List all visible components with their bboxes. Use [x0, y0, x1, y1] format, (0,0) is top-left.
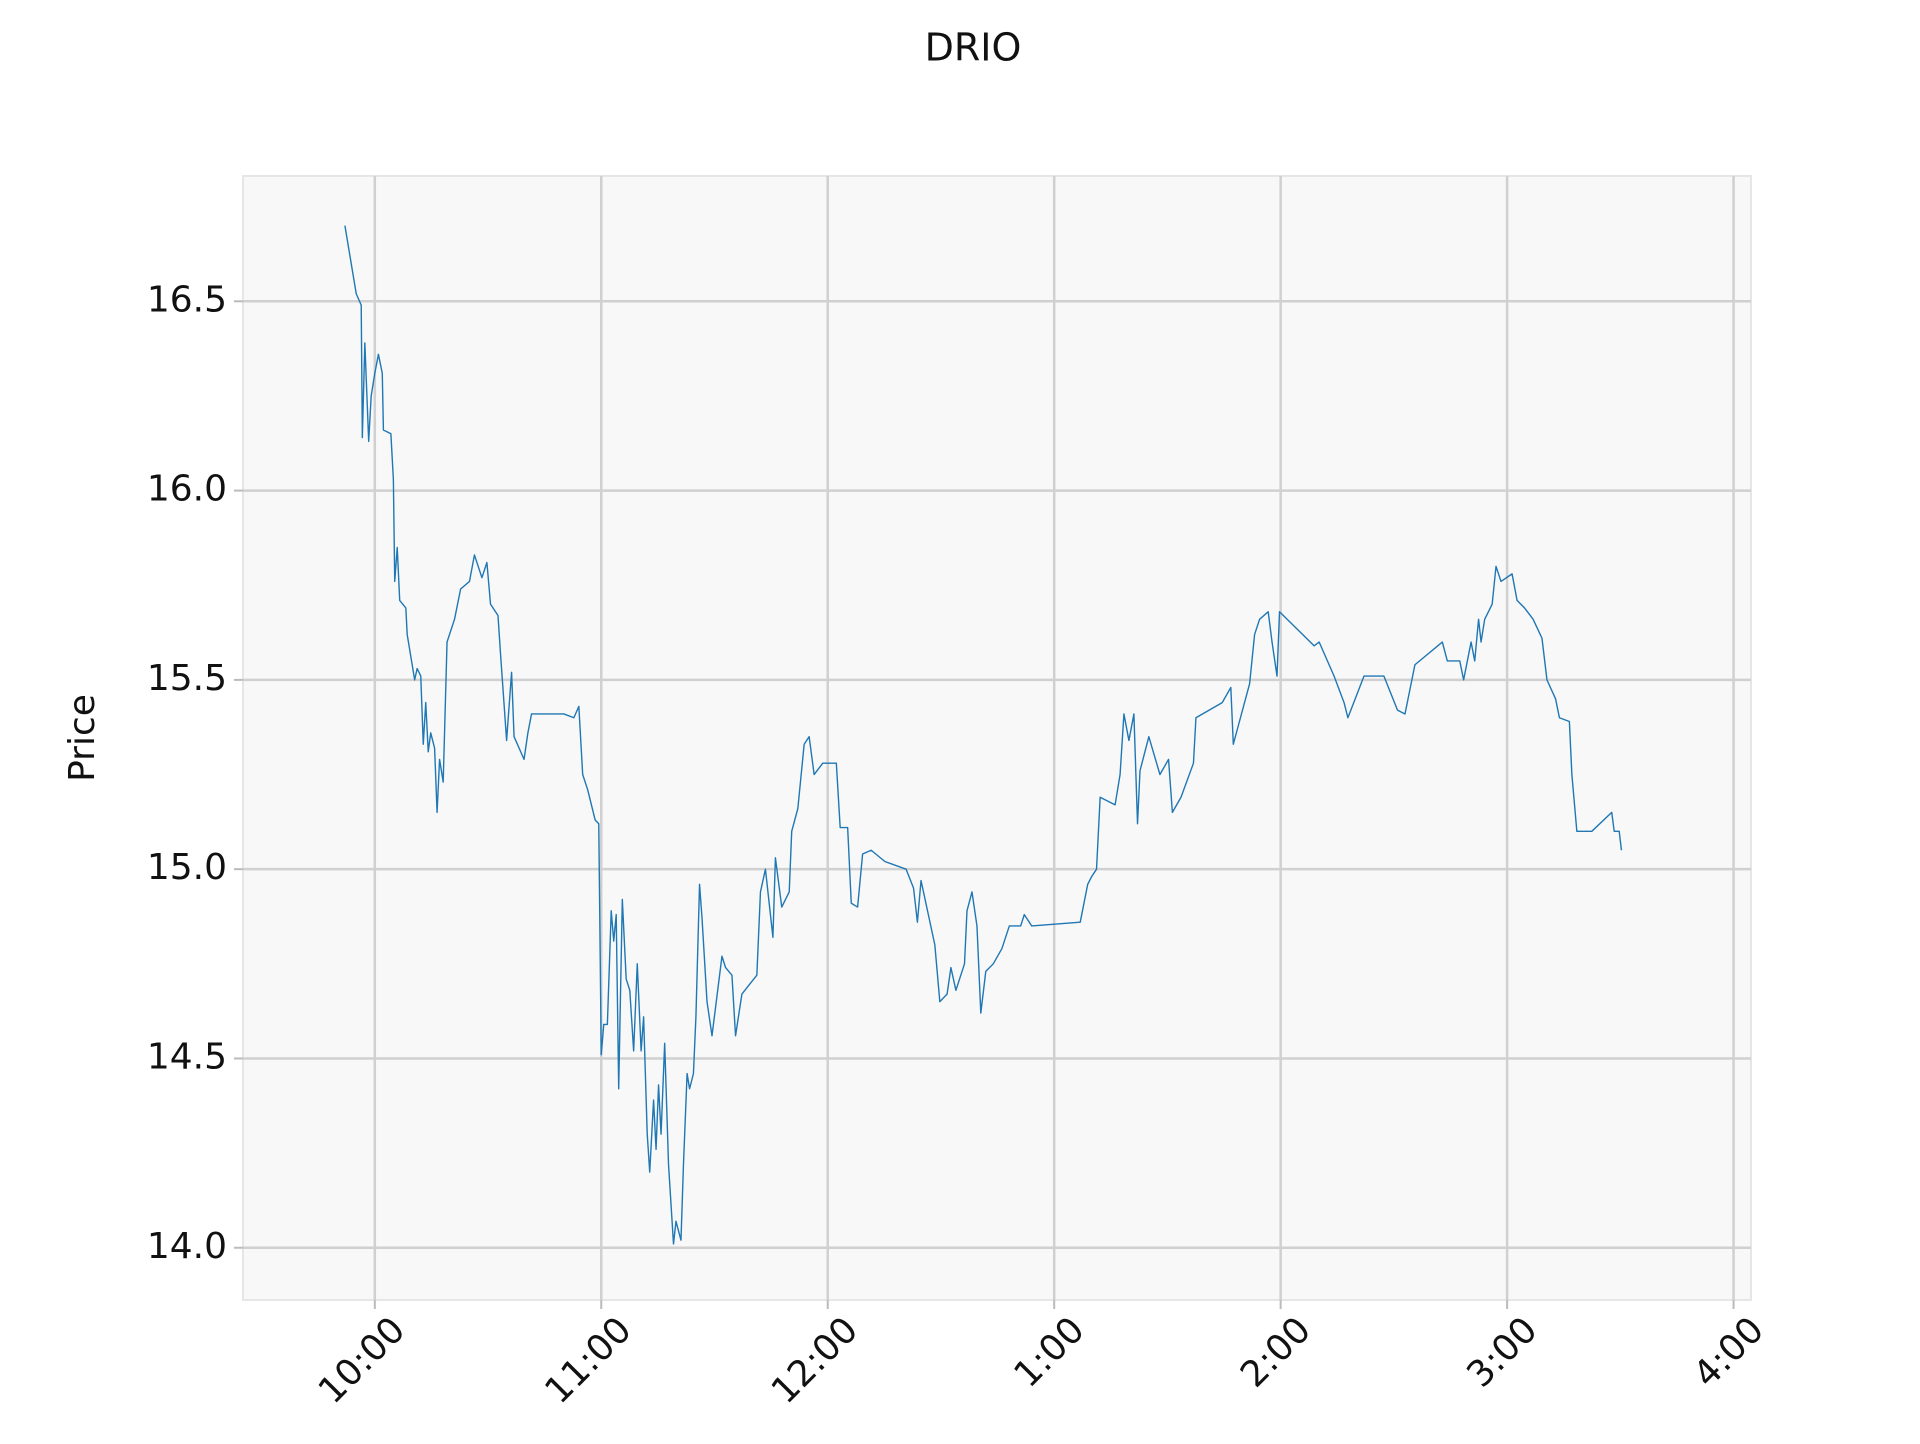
chart-title: DRIO — [925, 26, 1022, 70]
y-tick-label: 14.0 — [147, 1226, 227, 1267]
x-tick-label: 1:00 — [1006, 1309, 1092, 1395]
y-tick-label: 14.5 — [147, 1036, 227, 1077]
x-tick-label: 4:00 — [1686, 1309, 1772, 1395]
x-tick-label: 12:00 — [764, 1309, 866, 1411]
y-tick-label: 15.0 — [147, 847, 227, 888]
y-tick-label: 16.0 — [147, 469, 227, 510]
x-tick-label: 11:00 — [537, 1309, 639, 1411]
price-line — [344, 225, 1623, 1245]
y-tick-label: 16.5 — [147, 279, 227, 320]
plot-area — [242, 175, 1752, 1301]
x-tick-label: 3:00 — [1459, 1309, 1545, 1395]
x-tick-label: 10:00 — [311, 1309, 413, 1411]
y-tick-label: 15.5 — [147, 658, 227, 699]
y-axis-label: Price — [62, 694, 103, 782]
x-tick-label: 2:00 — [1233, 1309, 1319, 1395]
